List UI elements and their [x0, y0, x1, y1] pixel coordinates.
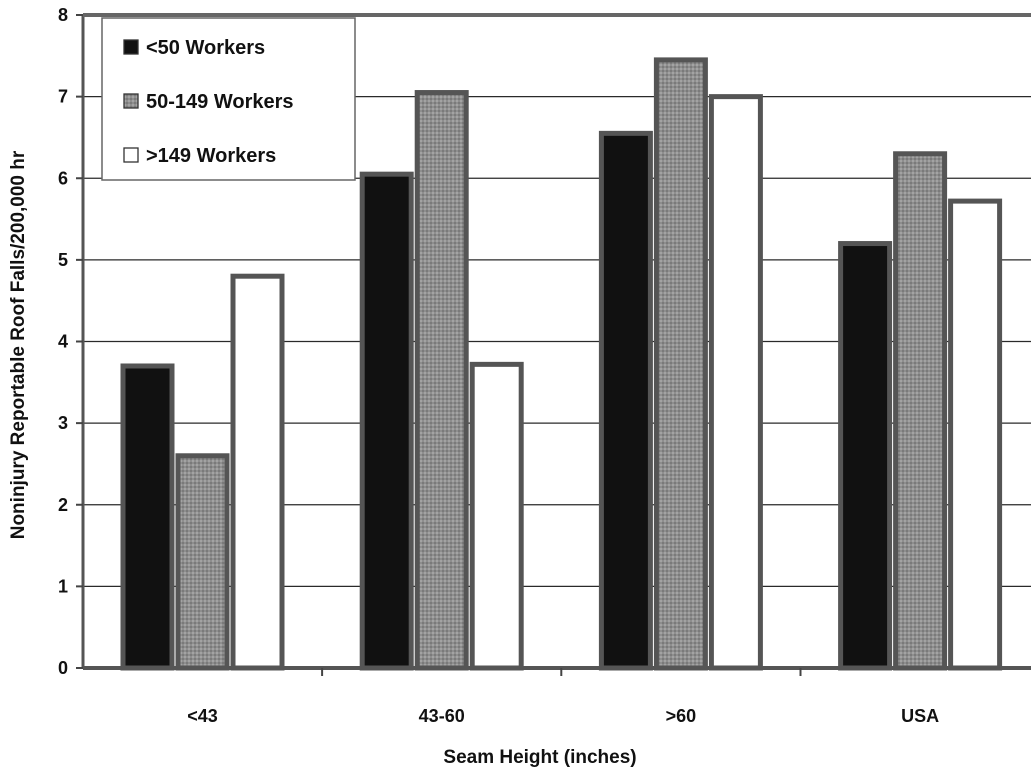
bar-1-4: [838, 241, 893, 671]
bar-1-2: [359, 171, 414, 671]
legend: <50 Workers 50-149 Workers >149 Workers: [101, 17, 356, 181]
y-tick-label: 2: [58, 495, 68, 515]
x-tick-label: >60: [666, 706, 697, 726]
y-tick-label: 1: [58, 576, 68, 596]
y-tick-label: 7: [58, 87, 68, 107]
y-axis-ticks: 0 1 2 3 4 5 6 7 8: [58, 5, 83, 678]
y-tick-label: 8: [58, 5, 68, 25]
y-tick-label: 6: [58, 168, 68, 188]
x-axis-title: Seam Height (inches): [443, 747, 636, 768]
legend-box: [101, 17, 356, 181]
bar-3-1: [230, 273, 285, 671]
y-axis-title: Noninjury Reportable Roof Falls/200,000 …: [8, 150, 29, 539]
x-tick-label: <43: [187, 706, 218, 726]
y-tick-label: 3: [58, 413, 68, 433]
legend-swatch-3: [123, 147, 139, 163]
legend-label-2: 50-149 Workers: [146, 91, 294, 113]
bar-3-2: [469, 361, 524, 671]
y-tick-label: 4: [58, 332, 68, 352]
bar-1-3: [598, 130, 653, 671]
legend-label-3: >149 Workers: [146, 145, 276, 167]
bar-2-4: [893, 151, 948, 671]
bar-2-1: [175, 453, 230, 671]
y-tick-label: 0: [58, 658, 68, 678]
x-tick-label: 43-60: [419, 706, 465, 726]
legend-swatch-2: [123, 93, 139, 109]
x-axis-ticks: <43 43-60 >60 USA: [187, 668, 939, 726]
legend-label-1: <50 Workers: [146, 37, 265, 59]
bar-2-2: [414, 90, 469, 671]
bar-3-4: [948, 198, 1003, 671]
bar-2-3: [653, 57, 708, 671]
x-tick-label: USA: [901, 706, 939, 726]
legend-swatch-1: [123, 39, 139, 55]
bar-3-3: [708, 94, 763, 671]
bar-1-1: [120, 363, 175, 671]
y-tick-label: 5: [58, 250, 68, 270]
